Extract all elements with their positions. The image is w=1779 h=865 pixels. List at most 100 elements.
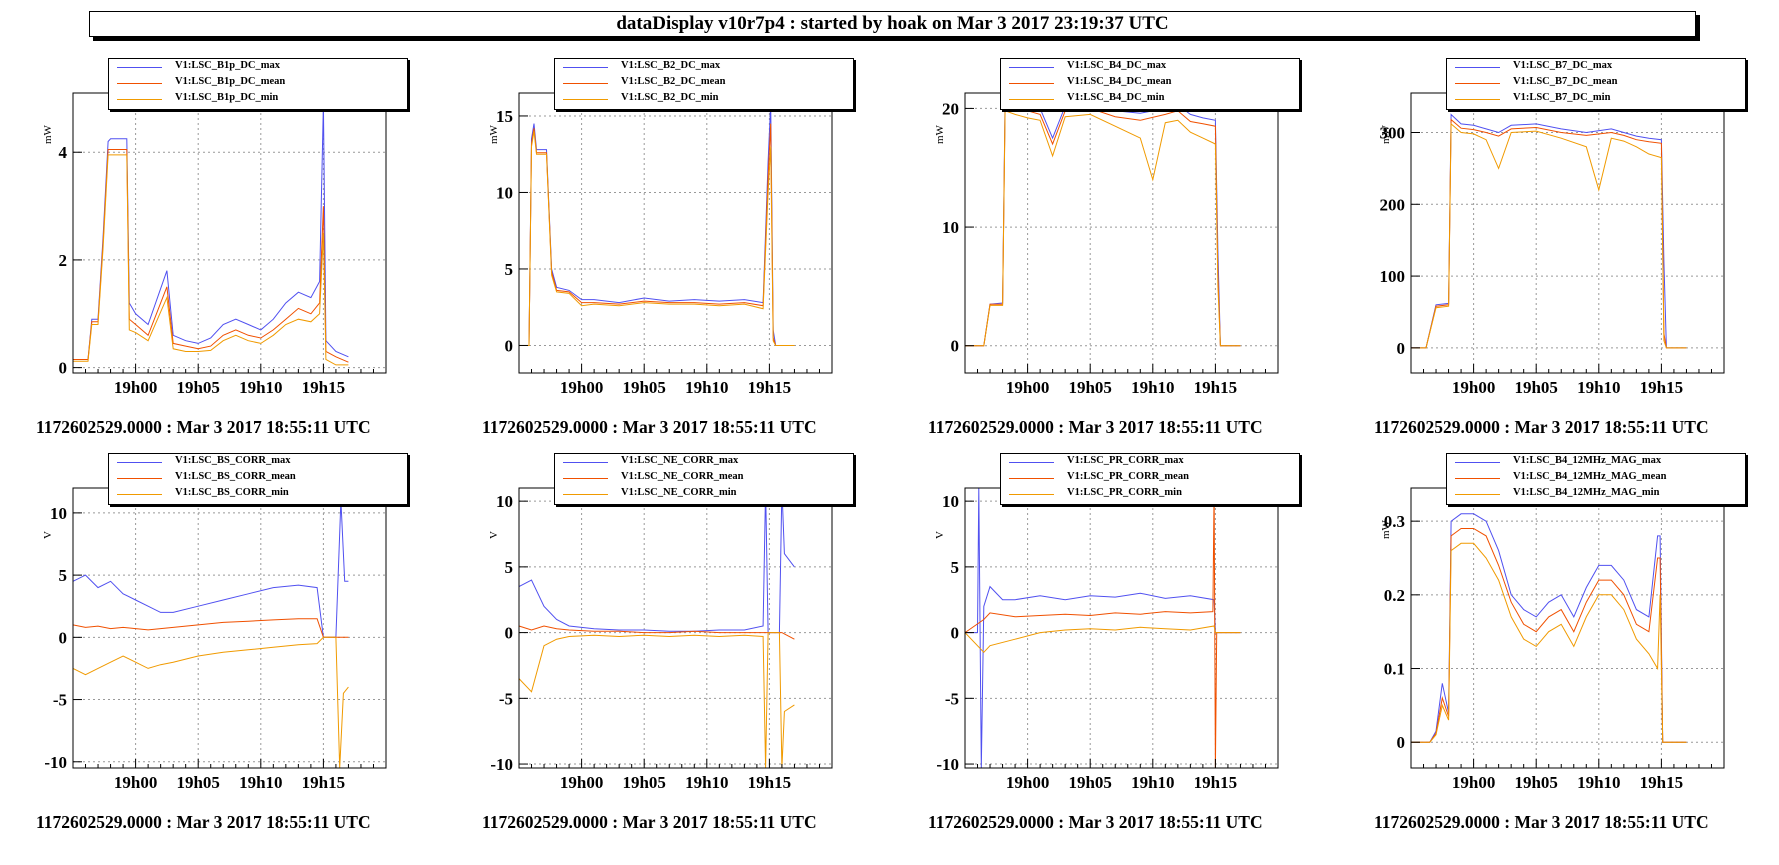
series-line	[72, 618, 349, 638]
series-line	[1411, 513, 1687, 743]
legend-swatch	[563, 494, 608, 495]
legend-entry: V1:LSC_NE_CORR_mean	[555, 470, 853, 486]
x-tick-label: 19h10	[239, 773, 282, 792]
plot-frame	[518, 487, 833, 769]
y-tick-label: 0	[951, 624, 960, 643]
gps-time-label: 1172602529.0000 : Mar 3 2017 18:55:11 UT…	[36, 812, 371, 832]
legend-label: V1:LSC_B4_12MHz_MAG_min	[1513, 487, 1660, 498]
plot-area: -10 -5 0 5 10 19h00 19h05 19h10 19h15	[490, 487, 833, 792]
y-tick-label: 0.2	[1384, 586, 1405, 605]
legend-entry: V1:LSC_B1p_DC_min	[109, 91, 407, 107]
x-tick-label: 19h00	[114, 773, 157, 792]
y-tick-label: 0	[505, 336, 514, 355]
x-tick-label: 19h10	[239, 378, 282, 397]
gps-time-label: 1172602529.0000 : Mar 3 2017 18:55:11 UT…	[1374, 417, 1709, 437]
y-tick-label: 4	[59, 143, 68, 162]
y-tick-label: 0	[951, 337, 960, 356]
plot-area: -10 -5 0 5 10 19h00 19h05 19h10 19h15	[936, 487, 1279, 792]
legend-label: V1:LSC_NE_CORR_min	[621, 487, 737, 498]
x-tick-label: 19h05	[1514, 378, 1557, 397]
legend-entry: V1:LSC_B2_DC_max	[555, 59, 853, 75]
plot-panel: 0 2 4 19h00 19h05 19h10 19h15 mW V1:LSC_B1p_DC_m…	[36, 50, 485, 470]
y-axis-unit: mW	[1380, 520, 1392, 539]
legend-entry: V1:LSC_B4_12MHz_MAG_mean	[1447, 470, 1745, 486]
legend-swatch	[1455, 494, 1500, 495]
y-axis-unit: V	[934, 531, 946, 539]
legend-swatch	[1009, 83, 1054, 84]
series-line	[964, 625, 1241, 654]
y-tick-label: -5	[499, 689, 513, 708]
y-tick-label: 300	[1380, 123, 1406, 142]
series-line	[519, 103, 795, 346]
x-tick-label: 19h05	[1068, 773, 1111, 792]
plot-area: -10 -5 0 5 10 19h00 19h05 19h10 19h15	[44, 487, 387, 792]
x-tick-label: 19h10	[1131, 378, 1174, 397]
plot-frame	[72, 92, 387, 374]
legend-swatch	[563, 67, 608, 68]
plot-panel: 0 100 200 300 19h00 19h05 19h10 19h15 mW V1:LSC_B…	[1374, 50, 1779, 470]
legend-entry: V1:LSC_B4_DC_mean	[1001, 75, 1299, 91]
legend-swatch	[117, 67, 162, 68]
legend-label: V1:LSC_PR_CORR_mean	[1067, 471, 1189, 482]
legend-label: V1:LSC_B4_DC_min	[1067, 92, 1165, 103]
y-tick-label: 5	[505, 558, 514, 577]
x-tick-label: 19h00	[1006, 378, 1049, 397]
plot-frame	[964, 487, 1279, 769]
x-tick-label: 19h05	[1514, 773, 1557, 792]
x-tick-label: 19h10	[1131, 773, 1174, 792]
plot-panel: 0 10 20 19h00 19h05 19h10 19h15 mW V1:LSC_B4_DC_…	[928, 50, 1377, 470]
y-tick-label: 0	[59, 359, 68, 378]
y-tick-label: 0	[59, 628, 68, 647]
y-tick-label: 10	[496, 183, 513, 202]
legend-swatch	[563, 478, 608, 479]
y-tick-label: 5	[59, 566, 68, 585]
series-line	[965, 110, 1241, 347]
series-line	[1411, 528, 1687, 743]
plot-frame	[518, 92, 833, 374]
x-tick-label: 19h05	[622, 773, 665, 792]
plot-area: 0 10 20 19h00 19h05 19h10 19h15	[942, 92, 1279, 397]
legend-entry: V1:LSC_B2_DC_min	[555, 91, 853, 107]
legend-label: V1:LSC_PR_CORR_min	[1067, 487, 1182, 498]
x-tick-label: 19h05	[1068, 378, 1111, 397]
legend-entry: V1:LSC_PR_CORR_mean	[1001, 470, 1299, 486]
y-tick-label: 0	[1397, 733, 1406, 752]
legend-entry: V1:LSC_BS_CORR_mean	[109, 470, 407, 486]
series-line	[519, 131, 795, 346]
x-tick-label: 19h00	[560, 378, 603, 397]
legend: V1:LSC_B4_DC_max V1:LSC_B4_DC_mean V1:LSC_…	[1000, 58, 1300, 110]
x-tick-label: 19h15	[1194, 773, 1237, 792]
legend-entry: V1:LSC_B7_DC_max	[1447, 59, 1745, 75]
y-tick-label: 10	[942, 218, 959, 237]
legend-label: V1:LSC_B4_12MHz_MAG_mean	[1513, 471, 1667, 482]
legend-label: V1:LSC_BS_CORR_mean	[175, 471, 296, 482]
legend-swatch	[1455, 462, 1500, 463]
legend-entry: V1:LSC_B4_12MHz_MAG_min	[1447, 486, 1745, 502]
legend-entry: V1:LSC_B1p_DC_max	[109, 59, 407, 75]
legend-entry: V1:LSC_B4_DC_max	[1001, 59, 1299, 75]
legend-swatch	[1009, 67, 1054, 68]
x-tick-label: 19h05	[622, 378, 665, 397]
legend: V1:LSC_B4_12MHz_MAG_max V1:LSC_B4_12MHz_M…	[1446, 453, 1746, 505]
legend-swatch	[117, 494, 162, 495]
y-axis-unit: V	[42, 531, 54, 539]
legend-swatch	[117, 99, 162, 100]
gps-time-label: 1172602529.0000 : Mar 3 2017 18:55:11 UT…	[36, 417, 371, 437]
x-tick-label: 19h00	[1452, 773, 1495, 792]
series-line	[518, 632, 795, 769]
legend-entry: V1:LSC_B7_DC_mean	[1447, 75, 1745, 91]
plot-frame	[1410, 92, 1725, 374]
y-tick-label: -10	[490, 755, 513, 774]
y-tick-label: 0.1	[1384, 660, 1405, 679]
series-line	[1411, 122, 1687, 349]
legend-label: V1:LSC_NE_CORR_mean	[621, 471, 744, 482]
y-tick-label: 0	[505, 624, 514, 643]
x-tick-label: 19h00	[560, 773, 603, 792]
y-tick-label: -5	[945, 689, 959, 708]
y-tick-label: -10	[44, 753, 67, 772]
series-line	[1411, 118, 1687, 349]
x-tick-label: 19h15	[748, 378, 791, 397]
legend: V1:LSC_NE_CORR_max V1:LSC_NE_CORR_mean V1:…	[554, 453, 854, 505]
y-tick-label: 10	[496, 492, 513, 511]
y-axis-unit: mW	[488, 125, 500, 144]
